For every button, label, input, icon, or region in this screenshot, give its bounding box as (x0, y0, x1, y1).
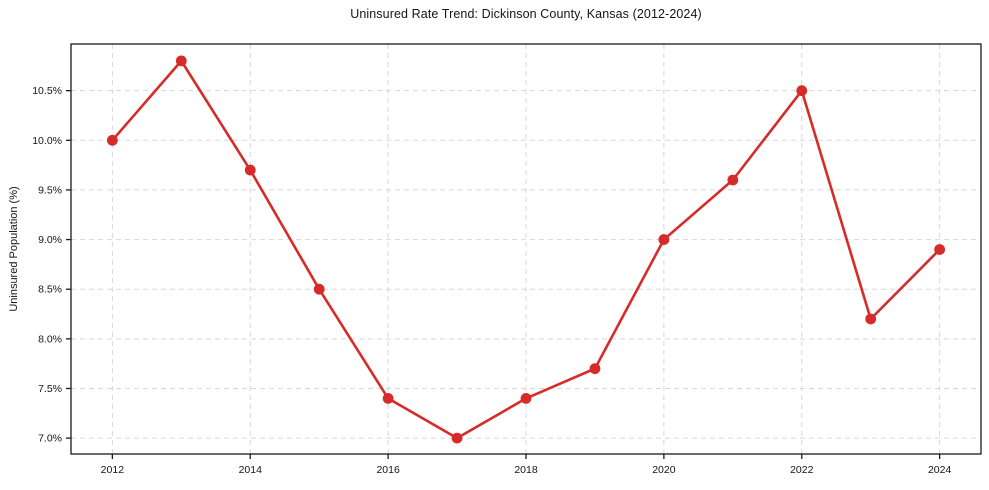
data-point-2022 (796, 85, 808, 97)
x-tick-label: 2018 (514, 464, 538, 476)
chart-title: Uninsured Rate Trend: Dickinson County, … (350, 7, 702, 21)
plot-frame (70, 43, 982, 455)
data-point-2014 (244, 164, 256, 176)
x-tick-label: 2024 (928, 464, 952, 476)
data-point-2013 (175, 55, 187, 67)
y-tick-label: 10.0% (32, 135, 62, 147)
x-tick-label: 2012 (101, 464, 125, 476)
data-point-2021 (727, 174, 739, 186)
y-tick-label: 8.0% (38, 333, 62, 345)
data-point-2015 (313, 283, 325, 295)
x-tick-label: 2020 (652, 464, 676, 476)
y-tick-label: 10.5% (32, 85, 62, 97)
data-point-2023 (865, 313, 877, 325)
y-tick-label: 8.5% (38, 284, 62, 296)
data-point-2024 (934, 244, 946, 255)
data-point-2019 (589, 363, 601, 375)
x-tick-label: 2014 (239, 464, 263, 476)
data-point-2016 (382, 393, 394, 404)
y-tick-label: 7.0% (38, 433, 62, 445)
x-tick-label: 2022 (790, 464, 814, 476)
data-point-2012 (106, 134, 118, 146)
data-point-2017 (451, 432, 463, 444)
y-tick-label: 9.0% (38, 234, 62, 246)
data-point-2020 (658, 234, 670, 245)
x-tick-label: 2016 (376, 464, 400, 476)
y-tick-label: 7.5% (38, 383, 62, 395)
y-tick-label: 9.5% (38, 184, 62, 196)
data-point-2018 (520, 393, 532, 404)
